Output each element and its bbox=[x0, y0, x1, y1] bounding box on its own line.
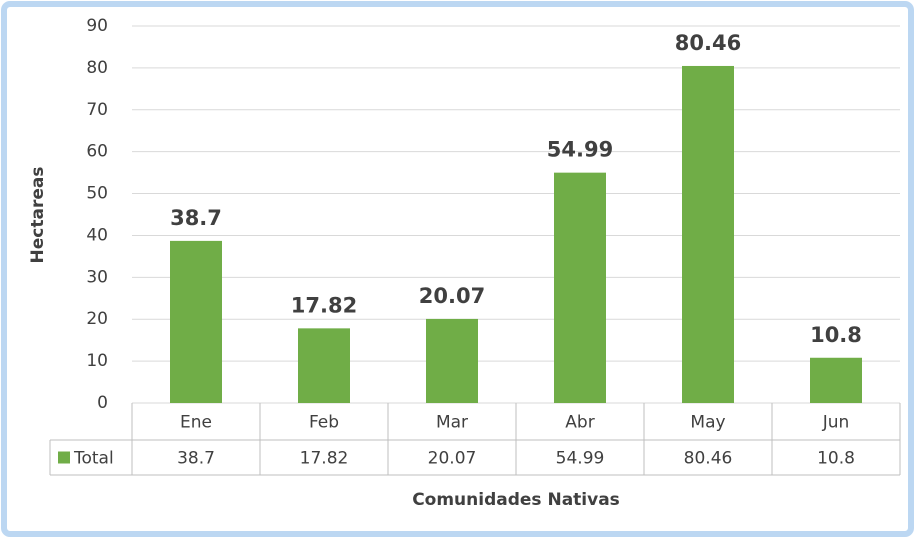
bar bbox=[554, 172, 606, 403]
y-tick-label: 20 bbox=[86, 309, 108, 329]
y-tick-label: 90 bbox=[86, 16, 108, 36]
table-value: 10.8 bbox=[817, 449, 855, 469]
bar bbox=[810, 357, 862, 403]
data-label: 80.46 bbox=[675, 31, 741, 55]
x-tick-label: Ene bbox=[180, 413, 212, 433]
y-axis-title: Hectareas bbox=[28, 167, 48, 264]
legend-swatch bbox=[58, 451, 70, 464]
data-label: 38.7 bbox=[170, 206, 222, 230]
bar bbox=[426, 318, 478, 403]
x-tick-label: Abr bbox=[565, 413, 594, 433]
data-label: 17.82 bbox=[291, 293, 357, 317]
table-value: 54.99 bbox=[556, 449, 605, 469]
y-tick-label: 10 bbox=[86, 351, 108, 371]
y-tick-label: 80 bbox=[86, 58, 108, 78]
bar bbox=[298, 328, 350, 403]
data-label: 10.8 bbox=[810, 323, 862, 347]
bar bbox=[170, 240, 222, 403]
legend-label: Total bbox=[73, 449, 114, 469]
data-label: 54.99 bbox=[547, 138, 613, 162]
x-tick-label: Feb bbox=[309, 413, 339, 433]
table-value: 80.46 bbox=[684, 449, 733, 469]
x-tick-label: Jun bbox=[822, 413, 850, 433]
table-value: 17.82 bbox=[300, 449, 349, 469]
y-tick-label: 50 bbox=[86, 184, 108, 204]
data-label: 20.07 bbox=[419, 284, 485, 308]
bar bbox=[682, 65, 734, 403]
table-value: 38.7 bbox=[177, 449, 215, 469]
x-tick-label: Mar bbox=[436, 413, 468, 433]
y-tick-label: 40 bbox=[86, 225, 108, 245]
x-axis-title: Comunidades Nativas bbox=[412, 490, 620, 510]
y-tick-label: 60 bbox=[86, 142, 108, 162]
y-tick-label: 70 bbox=[86, 100, 108, 120]
y-tick-label: 30 bbox=[86, 267, 108, 287]
y-tick-label: 0 bbox=[97, 393, 108, 413]
x-tick-label: May bbox=[690, 413, 725, 433]
table-value: 20.07 bbox=[428, 449, 477, 469]
